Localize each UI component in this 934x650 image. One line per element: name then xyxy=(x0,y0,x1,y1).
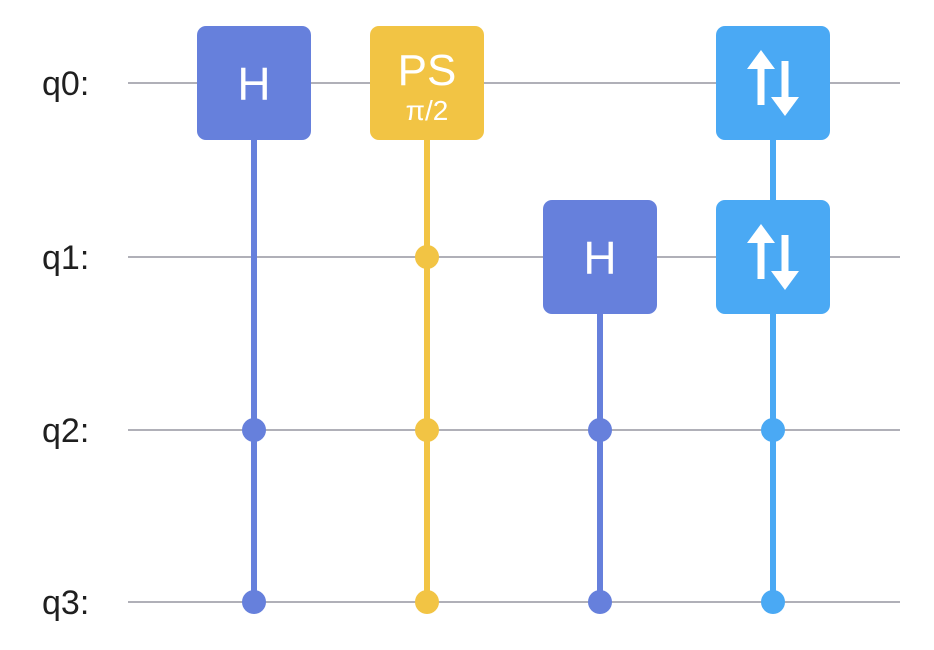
gate-box xyxy=(716,200,830,314)
gate-parameter: π/2 xyxy=(406,95,449,126)
control-dot xyxy=(242,590,266,614)
hadamard-gate: H xyxy=(543,200,657,314)
gate-columns: H PSπ/2 H xyxy=(197,26,830,614)
phase-shift-gate: PSπ/2 xyxy=(370,26,484,140)
qubit-label: q1: xyxy=(42,239,89,277)
swap-gate xyxy=(716,26,830,140)
control-dot xyxy=(588,418,612,442)
control-dot xyxy=(415,245,439,269)
control-dot xyxy=(761,590,785,614)
swap-gate xyxy=(716,200,830,314)
gate-label: H xyxy=(237,58,270,110)
gate-column: H xyxy=(197,26,311,614)
gate-box xyxy=(543,200,657,314)
swap-arrows-icon xyxy=(747,224,799,290)
qubit-label: q0: xyxy=(42,65,89,103)
gate-label: PS xyxy=(398,46,457,95)
gate-column: H xyxy=(543,200,657,614)
control-dot xyxy=(761,418,785,442)
qubit-label: q3: xyxy=(42,584,89,622)
control-dot xyxy=(415,418,439,442)
control-dot xyxy=(588,590,612,614)
gate-column xyxy=(716,26,830,614)
control-dot xyxy=(242,418,266,442)
gate-label: H xyxy=(583,232,616,284)
qubit-wires xyxy=(128,82,900,603)
gate-box xyxy=(716,26,830,140)
control-dot xyxy=(415,590,439,614)
qubit-label: q2: xyxy=(42,412,89,450)
qubit-labels: q0: q1: q2: q3: xyxy=(42,65,89,622)
gate-box xyxy=(197,26,311,140)
gate-box xyxy=(370,26,484,140)
swap-arrows-icon xyxy=(747,50,799,116)
hadamard-gate: H xyxy=(197,26,311,140)
gate-column: PSπ/2 xyxy=(370,26,484,614)
